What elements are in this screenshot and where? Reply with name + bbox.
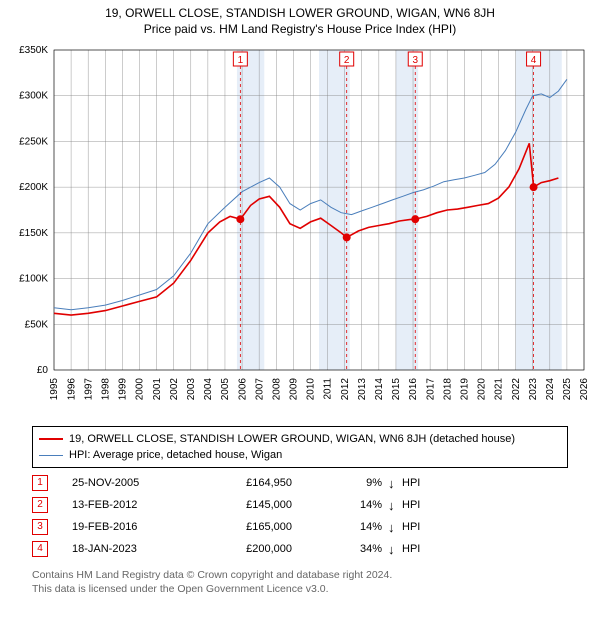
svg-text:2004: 2004 <box>203 378 214 401</box>
sale-pct: 14% <box>322 521 388 533</box>
svg-text:1996: 1996 <box>66 378 77 401</box>
svg-text:2024: 2024 <box>545 378 556 401</box>
sale-price: £200,000 <box>192 543 322 555</box>
svg-text:£100K: £100K <box>19 274 48 285</box>
sale-price: £164,950 <box>192 477 322 489</box>
chart: £0 £50K £100K £150K £200K £250K £300K £350K 1995… <box>8 44 592 414</box>
sale-marker-icon: 4 <box>32 541 48 557</box>
svg-text:3: 3 <box>412 55 418 66</box>
svg-text:2019: 2019 <box>460 378 471 401</box>
footer: Contains HM Land Registry data © Crown c… <box>32 568 392 596</box>
sale-pct: 34% <box>322 543 388 555</box>
svg-text:1: 1 <box>238 55 244 66</box>
svg-text:1999: 1999 <box>118 378 129 401</box>
sale-hpi-label: HPI <box>402 521 442 533</box>
legend-row: HPI: Average price, detached house, Wiga… <box>39 447 561 463</box>
svg-text:2016: 2016 <box>408 378 419 401</box>
svg-text:2010: 2010 <box>306 378 317 401</box>
table-row: 1 25-NOV-2005 £164,950 9% ↓ HPI <box>32 472 568 494</box>
svg-text:2021: 2021 <box>494 378 505 401</box>
sale-date: 13-FEB-2012 <box>72 499 192 511</box>
svg-text:2006: 2006 <box>237 378 248 401</box>
sale-date: 25-NOV-2005 <box>72 477 192 489</box>
down-arrow-icon: ↓ <box>388 498 402 513</box>
svg-text:2017: 2017 <box>425 378 436 401</box>
sale-pct: 9% <box>322 477 388 489</box>
container: 19, ORWELL CLOSE, STANDISH LOWER GROUND,… <box>0 0 600 620</box>
sale-hpi-label: HPI <box>402 499 442 511</box>
svg-text:2003: 2003 <box>186 378 197 401</box>
table-row: 4 18-JAN-2023 £200,000 34% ↓ HPI <box>32 538 568 560</box>
svg-text:2000: 2000 <box>135 378 146 401</box>
legend-swatch <box>39 455 63 456</box>
title-address: 19, ORWELL CLOSE, STANDISH LOWER GROUND,… <box>0 6 600 20</box>
sale-marker-icon: 3 <box>32 519 48 535</box>
title-subtitle: Price paid vs. HM Land Registry's House … <box>0 22 600 36</box>
sale-price: £145,000 <box>192 499 322 511</box>
sale-hpi-label: HPI <box>402 477 442 489</box>
svg-text:2008: 2008 <box>271 378 282 401</box>
svg-text:2026: 2026 <box>579 378 590 401</box>
svg-text:1995: 1995 <box>49 378 60 401</box>
svg-text:2015: 2015 <box>391 378 402 401</box>
down-arrow-icon: ↓ <box>388 520 402 535</box>
svg-text:1998: 1998 <box>100 378 111 401</box>
svg-text:2014: 2014 <box>374 378 385 401</box>
svg-text:2013: 2013 <box>357 378 368 401</box>
svg-text:2018: 2018 <box>442 378 453 401</box>
svg-text:2012: 2012 <box>340 378 351 401</box>
table-row: 3 19-FEB-2016 £165,000 14% ↓ HPI <box>32 516 568 538</box>
svg-text:£250K: £250K <box>19 136 48 147</box>
table-row: 2 13-FEB-2012 £145,000 14% ↓ HPI <box>32 494 568 516</box>
svg-text:2023: 2023 <box>528 378 539 401</box>
legend-swatch <box>39 438 63 440</box>
svg-text:1997: 1997 <box>83 378 94 401</box>
svg-text:2020: 2020 <box>477 378 488 401</box>
sale-pct: 14% <box>322 499 388 511</box>
sale-date: 19-FEB-2016 <box>72 521 192 533</box>
sale-marker-icon: 1 <box>32 475 48 491</box>
sale-marker-icon: 2 <box>32 497 48 513</box>
svg-text:2005: 2005 <box>220 378 231 401</box>
svg-text:£200K: £200K <box>19 182 48 193</box>
svg-text:2007: 2007 <box>254 378 265 401</box>
svg-text:2022: 2022 <box>511 378 522 401</box>
svg-text:2: 2 <box>344 55 350 66</box>
svg-text:2025: 2025 <box>562 378 573 401</box>
svg-text:£150K: £150K <box>19 228 48 239</box>
svg-text:2001: 2001 <box>152 378 163 401</box>
footer-line: This data is licensed under the Open Gov… <box>32 582 392 596</box>
legend-label: HPI: Average price, detached house, Wiga… <box>69 449 282 461</box>
down-arrow-icon: ↓ <box>388 476 402 491</box>
chart-svg: £0 £50K £100K £150K £200K £250K £300K £350K 1995… <box>8 44 592 414</box>
legend-row: 19, ORWELL CLOSE, STANDISH LOWER GROUND,… <box>39 431 561 447</box>
svg-text:£300K: £300K <box>19 91 48 102</box>
legend-label: 19, ORWELL CLOSE, STANDISH LOWER GROUND,… <box>69 433 515 445</box>
svg-text:£350K: £350K <box>19 45 48 56</box>
sales-table: 1 25-NOV-2005 £164,950 9% ↓ HPI 2 13-FEB… <box>32 472 568 560</box>
sale-price: £165,000 <box>192 521 322 533</box>
svg-text:2011: 2011 <box>323 378 334 400</box>
footer-line: Contains HM Land Registry data © Crown c… <box>32 568 392 582</box>
svg-text:£50K: £50K <box>25 319 49 330</box>
svg-text:£0: £0 <box>37 365 49 376</box>
titles: 19, ORWELL CLOSE, STANDISH LOWER GROUND,… <box>0 0 600 36</box>
svg-text:4: 4 <box>531 55 537 66</box>
legend: 19, ORWELL CLOSE, STANDISH LOWER GROUND,… <box>32 426 568 468</box>
sale-hpi-label: HPI <box>402 543 442 555</box>
sale-date: 18-JAN-2023 <box>72 543 192 555</box>
svg-text:2009: 2009 <box>289 378 300 401</box>
down-arrow-icon: ↓ <box>388 542 402 557</box>
svg-text:2002: 2002 <box>169 378 180 401</box>
